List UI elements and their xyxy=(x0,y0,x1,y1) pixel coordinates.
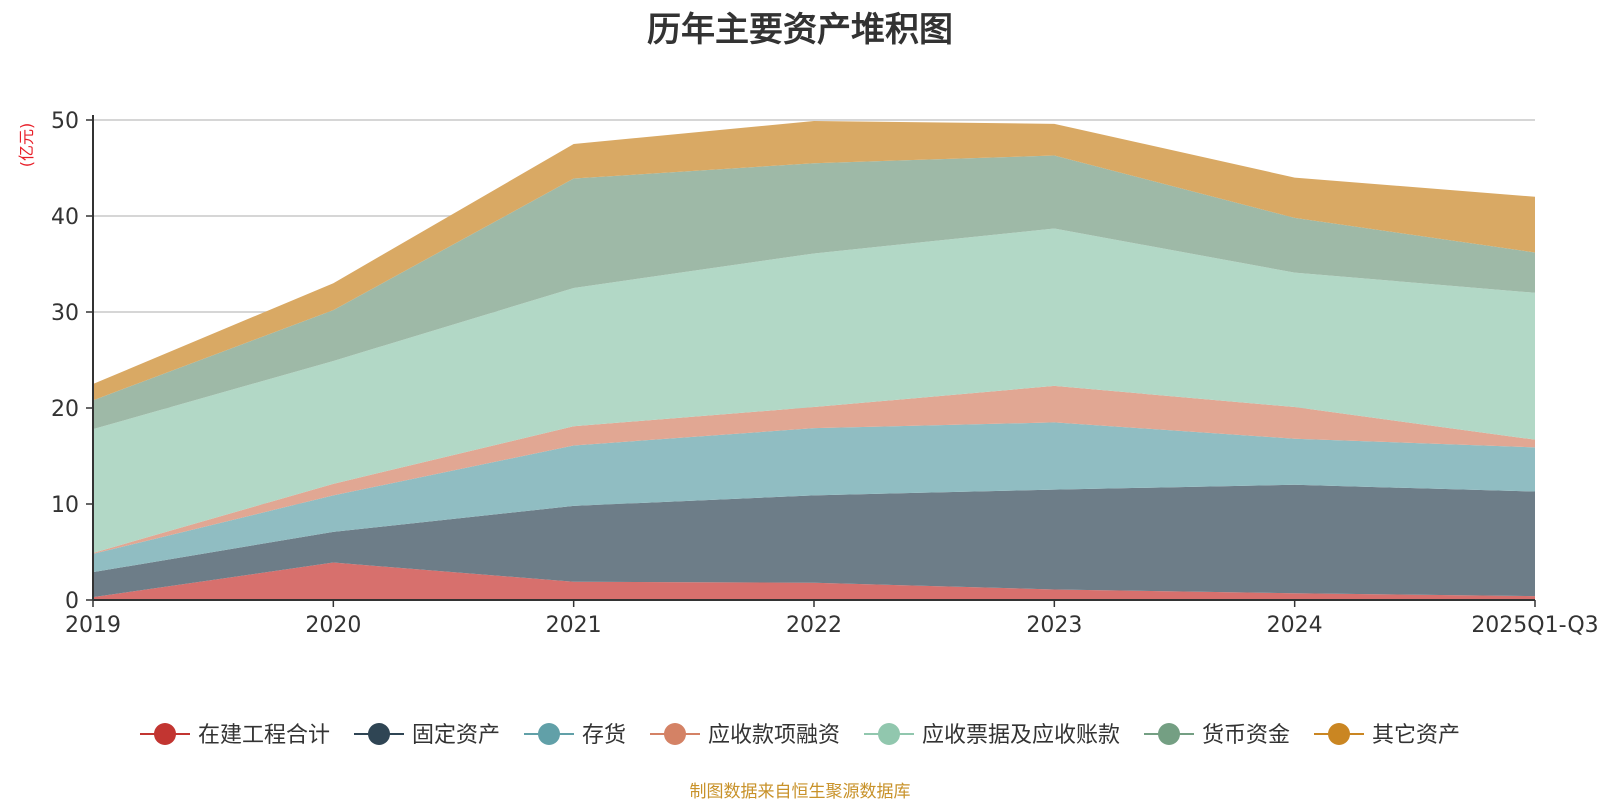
legend-item: 货币资金 xyxy=(1144,723,1290,748)
legend-item: 应收款项融资 xyxy=(649,723,840,748)
legend-label: 其它资产 xyxy=(1372,723,1460,748)
area-2 xyxy=(93,484,1535,598)
legend-item: 其它资产 xyxy=(1314,723,1460,748)
x-tick-label: 2020 xyxy=(305,613,361,638)
legend-label: 货币资金 xyxy=(1202,723,1290,748)
y-tick-label: 50 xyxy=(51,109,79,134)
legend-marker xyxy=(663,723,686,745)
x-tick-label: 2021 xyxy=(546,613,602,638)
y-tick-label: 20 xyxy=(51,397,79,422)
legend: 在建工程合计 固定资产 存货 应收款项融资 应收票据及应收账款 货币资金 其它资产 xyxy=(139,723,1460,748)
x-tick-label: 2023 xyxy=(1026,613,1082,638)
x-tick-label: 2022 xyxy=(786,613,842,638)
y-tick-label: 10 xyxy=(51,493,79,518)
area-1 xyxy=(93,562,1535,600)
y-tick-label: 0 xyxy=(65,589,79,614)
legend-label: 存货 xyxy=(582,723,626,748)
legend-marker xyxy=(1328,723,1351,745)
legend-label: 应收款项融资 xyxy=(708,723,840,748)
area-3 xyxy=(93,422,1535,573)
area-series xyxy=(93,120,1535,600)
legend-marker xyxy=(153,723,176,745)
legend-marker xyxy=(878,723,901,745)
legend-item: 在建工程合计 xyxy=(139,723,330,748)
area-4 xyxy=(93,385,1535,554)
legend-label: 固定资产 xyxy=(412,723,500,748)
y-tick-label: 40 xyxy=(51,205,79,230)
y-axis-label: (亿元) xyxy=(17,123,36,168)
source-note: 制图数据来自恒生聚源数据库 xyxy=(689,782,911,802)
legend-label: 在建工程合计 xyxy=(198,723,330,748)
legend-marker xyxy=(367,723,390,745)
area-7 xyxy=(93,120,1535,401)
legend-item: 存货 xyxy=(523,723,626,748)
area-6 xyxy=(93,155,1535,430)
legend-label: 应收票据及应收账款 xyxy=(922,723,1120,748)
area-5 xyxy=(93,228,1535,553)
y-tick-label: 30 xyxy=(51,301,79,326)
legend-item: 应收票据及应收账款 xyxy=(864,723,1120,748)
axes: 0 10 20 30 40 50 2019 2020 2021 2022 2023 2024 2025Q… xyxy=(17,109,1599,638)
x-tick-label: 2024 xyxy=(1267,613,1323,638)
legend-marker xyxy=(537,723,560,745)
chart-title: 历年主要资产堆积图 xyxy=(647,10,953,50)
x-tick-label: 2019 xyxy=(65,613,121,638)
x-tick-label: 2025Q1-Q3 xyxy=(1471,613,1598,638)
legend-marker xyxy=(1158,723,1181,745)
legend-item: 固定资产 xyxy=(353,723,500,748)
